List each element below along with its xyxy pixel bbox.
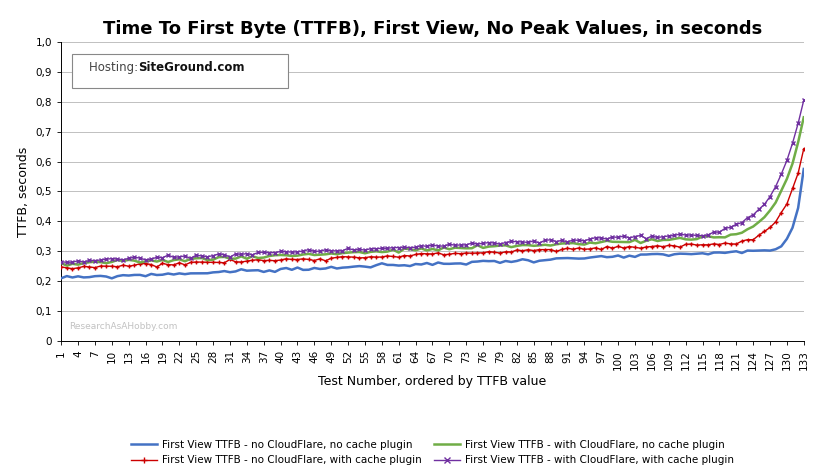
First View TTFB - no CloudFlare, no cache plugin — [760, 248, 769, 253]
First View TTFB - with CloudFlare, no cache plugin — [552, 241, 561, 247]
First View TTFB - with CloudFlare, with cache plugin — [113, 256, 122, 262]
First View TTFB - with CloudFlare, no cache plugin — [529, 243, 539, 248]
First View TTFB - no CloudFlare, with cache plugin — [776, 210, 786, 215]
Title: Time To First Byte (TTFB), First View, No Peak Values, in seconds: Time To First Byte (TTFB), First View, N… — [103, 20, 762, 38]
First View TTFB - with CloudFlare, no cache plugin — [776, 188, 786, 194]
First View TTFB - no CloudFlare, with cache plugin — [799, 146, 809, 152]
First View TTFB - no CloudFlare, with cache plugin — [760, 229, 769, 234]
First View TTFB - with CloudFlare, with cache plugin — [776, 171, 786, 177]
First View TTFB - no CloudFlare, no cache plugin — [56, 276, 66, 281]
First View TTFB - with CloudFlare, with cache plugin — [529, 238, 539, 244]
Legend: First View TTFB - no CloudFlare, no cache plugin, First View TTFB - no CloudFlar: First View TTFB - no CloudFlare, no cach… — [126, 436, 738, 467]
First View TTFB - no CloudFlare, with cache plugin — [529, 248, 539, 254]
First View TTFB - no CloudFlare, with cache plugin — [552, 248, 561, 254]
Text: ResearchAsAHobby.com: ResearchAsAHobby.com — [69, 322, 177, 331]
First View TTFB - with CloudFlare, no cache plugin — [56, 260, 66, 266]
First View TTFB - with CloudFlare, with cache plugin — [62, 260, 72, 265]
Line: First View TTFB - with CloudFlare, with cache plugin: First View TTFB - with CloudFlare, with … — [59, 98, 806, 264]
Line: First View TTFB - with CloudFlare, no cache plugin: First View TTFB - with CloudFlare, no ca… — [61, 117, 804, 266]
First View TTFB - with CloudFlare, with cache plugin — [574, 238, 583, 243]
Line: First View TTFB - no CloudFlare, no cache plugin: First View TTFB - no CloudFlare, no cach… — [61, 169, 804, 278]
First View TTFB - no CloudFlare, with cache plugin — [113, 264, 122, 269]
First View TTFB - no CloudFlare, no cache plugin — [113, 273, 122, 279]
First View TTFB - no CloudFlare, no cache plugin — [552, 255, 561, 261]
Line: First View TTFB - no CloudFlare, with cache plugin: First View TTFB - no CloudFlare, with ca… — [59, 147, 806, 271]
First View TTFB - with CloudFlare, no cache plugin — [799, 114, 809, 120]
First View TTFB - with CloudFlare, with cache plugin — [760, 202, 769, 207]
First View TTFB - no CloudFlare, no cache plugin — [799, 166, 809, 172]
First View TTFB - with CloudFlare, no cache plugin — [574, 241, 583, 247]
Y-axis label: TTFB, seconds: TTFB, seconds — [17, 146, 30, 237]
Text: SiteGround.com: SiteGround.com — [139, 62, 245, 74]
First View TTFB - no CloudFlare, no cache plugin — [529, 260, 539, 265]
X-axis label: Test Number, ordered by TTFB value: Test Number, ordered by TTFB value — [318, 375, 547, 389]
First View TTFB - with CloudFlare, with cache plugin — [56, 259, 66, 264]
First View TTFB - with CloudFlare, no cache plugin — [62, 263, 72, 269]
First View TTFB - no CloudFlare, with cache plugin — [574, 245, 583, 251]
First View TTFB - with CloudFlare, no cache plugin — [113, 257, 122, 263]
First View TTFB - with CloudFlare, with cache plugin — [552, 239, 561, 244]
First View TTFB - with CloudFlare, with cache plugin — [799, 98, 809, 103]
First View TTFB - no CloudFlare, with cache plugin — [56, 264, 66, 270]
First View TTFB - with CloudFlare, no cache plugin — [760, 214, 769, 220]
First View TTFB - no CloudFlare, no cache plugin — [107, 276, 117, 281]
First View TTFB - no CloudFlare, no cache plugin — [776, 244, 786, 249]
FancyBboxPatch shape — [73, 54, 288, 88]
Text: Hosting:: Hosting: — [90, 62, 142, 74]
First View TTFB - no CloudFlare, no cache plugin — [574, 256, 583, 262]
First View TTFB - no CloudFlare, with cache plugin — [68, 266, 78, 271]
